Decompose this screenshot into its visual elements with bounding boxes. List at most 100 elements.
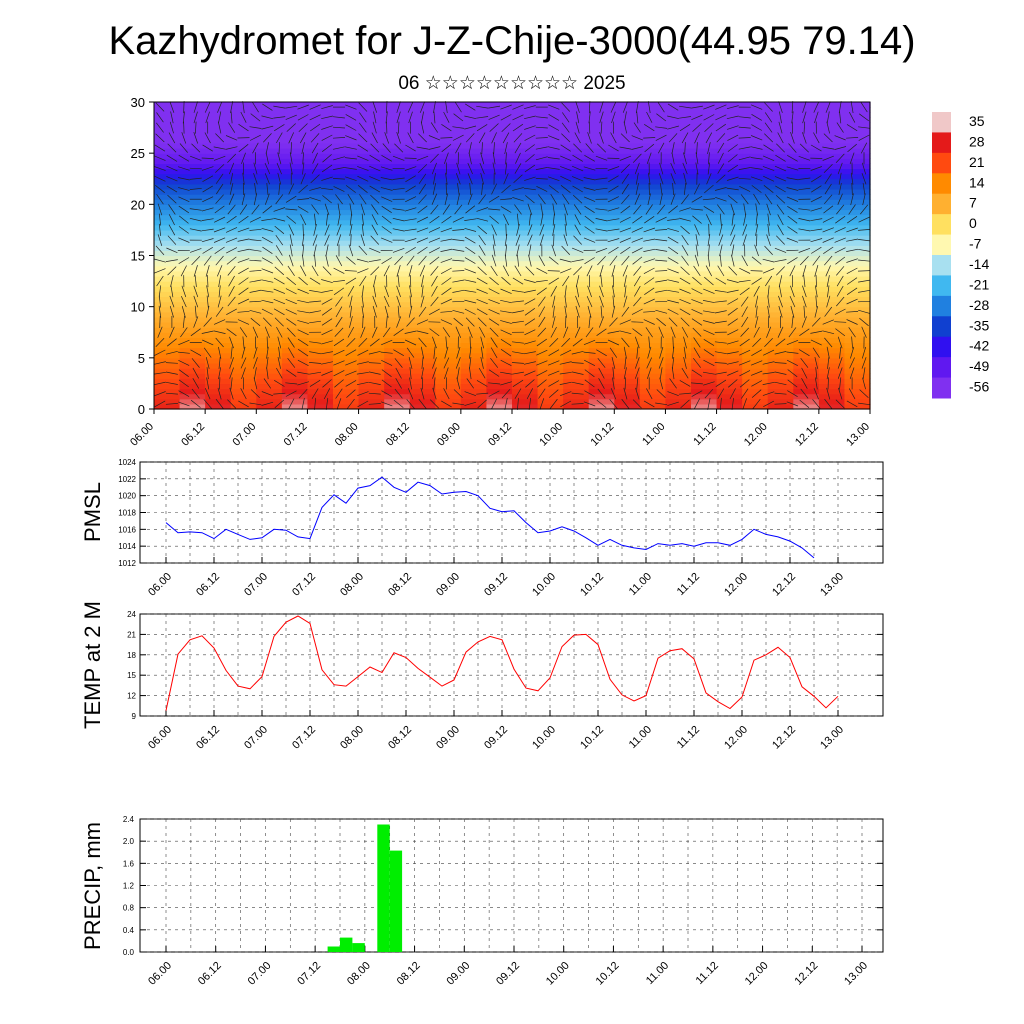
heatmap-cell <box>563 347 590 354</box>
wind-barb <box>524 279 536 283</box>
heatmap-cell <box>818 178 846 185</box>
heatmap-cell <box>537 388 564 395</box>
wind-barb <box>332 126 346 129</box>
heatmap-cell <box>818 260 846 267</box>
wind-barb <box>261 268 274 274</box>
heatmap-cell <box>588 158 615 164</box>
heatmap-cell <box>691 132 718 139</box>
wind-barb <box>846 267 858 275</box>
heatmap-cell <box>563 219 590 226</box>
heatmap-cell <box>486 347 513 354</box>
heatmap-cell <box>716 102 743 108</box>
wind-barb <box>560 175 572 182</box>
wind-barb <box>643 310 656 313</box>
heatmap-cell <box>486 383 513 390</box>
heatmap-cell <box>563 183 590 190</box>
wind-barb <box>655 279 668 283</box>
heatmap-cell <box>281 168 309 175</box>
heatmap-cell <box>230 112 257 118</box>
heatmap-cell <box>486 342 513 349</box>
wind-barb <box>786 351 799 354</box>
wind-barb <box>670 326 676 338</box>
wind-barb <box>237 258 250 263</box>
wind-barb <box>714 320 727 324</box>
wind-barb <box>228 162 235 175</box>
heatmap-cell <box>818 322 846 328</box>
heatmap-cell <box>154 148 181 154</box>
wind-barb <box>505 152 507 165</box>
heatmap-cell <box>691 362 718 369</box>
heatmap-cell <box>588 229 615 236</box>
wind-barb <box>443 357 450 369</box>
heatmap-cell <box>384 362 411 369</box>
wind-barb <box>702 300 715 304</box>
heatmap-cell <box>154 204 181 211</box>
wind-barb <box>714 362 727 364</box>
heatmap-cell <box>512 142 539 149</box>
heatmap-cell <box>486 362 513 369</box>
heatmap-cell <box>154 373 181 379</box>
heatmap-cell <box>384 240 411 246</box>
heatmap-cell <box>512 388 539 395</box>
wind-barb <box>309 186 321 191</box>
wind-barb <box>488 288 500 295</box>
heatmap-cell <box>486 270 513 277</box>
wind-barb <box>218 346 222 359</box>
wind-barb <box>755 213 758 226</box>
wind-barb <box>692 123 702 132</box>
wind-barb <box>705 214 712 226</box>
heatmap-cell <box>742 224 769 231</box>
heatmap-cell <box>435 255 462 262</box>
wind-barb <box>181 285 187 298</box>
heatmap-cell <box>537 194 564 200</box>
heatmap-cell <box>358 327 385 333</box>
wind-barb <box>297 359 309 367</box>
heatmap-cell <box>563 240 590 246</box>
heatmap-cell <box>154 255 181 262</box>
wind-barb <box>369 154 381 162</box>
heatmap-cell <box>588 362 615 369</box>
heatmap-cell <box>844 235 871 241</box>
wind-barb <box>253 346 258 359</box>
wind-barb <box>418 306 427 317</box>
heatmap-cell <box>230 332 257 338</box>
heatmap-cell <box>844 153 871 159</box>
heatmap-cell <box>512 229 539 236</box>
wind-barb <box>778 101 783 113</box>
wind-barb <box>682 162 688 175</box>
wind-barb <box>858 279 871 283</box>
heatmap-cell <box>742 122 769 129</box>
wind-barb <box>802 265 807 277</box>
wind-barb <box>536 287 547 296</box>
wind-barb <box>822 146 835 150</box>
heatmap-cell <box>230 199 257 205</box>
heatmap-cell <box>614 357 641 364</box>
heatmap-cell <box>716 342 743 349</box>
heatmap-cell <box>512 393 539 400</box>
heatmap-cell <box>665 188 692 195</box>
heatmap-cell <box>742 347 769 354</box>
heatmap-cell <box>563 168 590 175</box>
wind-barb <box>452 270 465 272</box>
wind-barb <box>344 167 357 170</box>
wind-barb <box>177 351 190 354</box>
wind-barb <box>155 133 165 143</box>
wind-barb <box>321 134 333 141</box>
wind-barb <box>763 144 774 152</box>
wind-barb <box>440 258 453 263</box>
heatmap-cell <box>358 235 385 241</box>
wind-barb <box>297 371 310 375</box>
wind-barb <box>799 256 809 266</box>
wind-barb <box>321 351 333 355</box>
heatmap-cell <box>512 311 539 318</box>
heatmap-cell <box>691 199 718 205</box>
heatmap-cell <box>716 173 743 180</box>
heatmap-cell <box>563 255 590 262</box>
heatmap-cell <box>460 178 488 185</box>
wind-barb <box>726 279 739 283</box>
wind-barb <box>703 349 715 357</box>
heatmap-cell <box>486 316 513 323</box>
heatmap-cell <box>460 173 488 180</box>
wind-barb <box>249 216 261 223</box>
wind-barb <box>730 234 736 246</box>
